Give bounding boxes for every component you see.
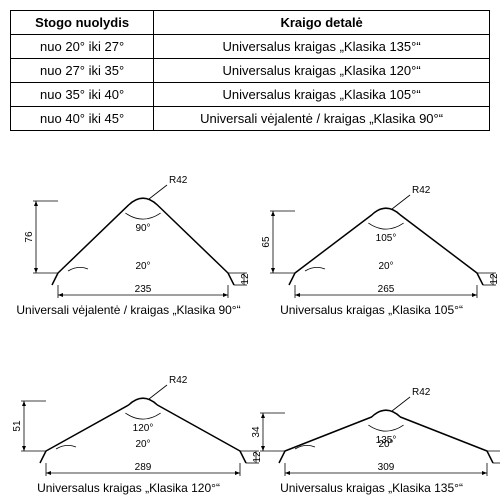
flange-angle-arc xyxy=(305,267,325,271)
flange-angle-label: 20° xyxy=(378,261,393,272)
flange-angle-arc xyxy=(56,445,76,449)
width-label: 289 xyxy=(134,462,151,473)
table-cell: nuo 40° iki 45° xyxy=(11,107,154,131)
svg-wrap: 90° 20° R42 235 76 12 xyxy=(10,161,247,301)
table-cell: Universalus kraigas „Klasika 135°“ xyxy=(154,35,490,59)
flange-angle-label: 20° xyxy=(135,439,150,450)
diagram-cell: 105° 20° R42 265 65 12 Universalus kraig… xyxy=(253,145,490,317)
apex-angle-label: 120° xyxy=(132,423,153,434)
radius-leader xyxy=(392,195,410,209)
apex-angle-label: 90° xyxy=(135,223,150,234)
ridge-diagram: 90° 20° R42 235 76 12 xyxy=(13,161,245,301)
ridge-diagram: 135° 20° R42 309 34 12 xyxy=(256,339,488,479)
apex-angle-arc xyxy=(125,413,160,419)
height-label: 65 xyxy=(261,236,272,248)
diagram-grid: 90° 20° R42 235 76 12 Universali vėjalen… xyxy=(10,145,490,495)
table-cell: nuo 27° iki 35° xyxy=(11,59,154,83)
width-label: 265 xyxy=(377,284,394,295)
table-row: nuo 20° iki 27°Universalus kraigas „Klas… xyxy=(11,35,490,59)
table-cell: Universalus kraigas „Klasika 120°“ xyxy=(154,59,490,83)
apex-angle-arc xyxy=(125,213,160,219)
radius-label: R42 xyxy=(412,387,431,398)
table-cell: nuo 35° iki 40° xyxy=(11,83,154,107)
radius-leader xyxy=(149,385,167,399)
height-label: 34 xyxy=(251,426,262,438)
height-label: 76 xyxy=(24,231,35,243)
apex-angle-arc xyxy=(368,425,403,431)
diagram-cell: 135° 20° R42 309 34 12 Universalus kraig… xyxy=(253,323,490,495)
diagram-caption: Universalus kraigas „Klasika 120°“ xyxy=(37,481,220,495)
radius-label: R42 xyxy=(412,185,431,196)
table-cell: nuo 20° iki 27° xyxy=(11,35,154,59)
table-cell: Universalus kraigas „Klasika 105°“ xyxy=(154,83,490,107)
width-label: 235 xyxy=(134,284,151,295)
flange-height-label: 12 xyxy=(240,273,251,285)
table-row: nuo 40° iki 45°Universali vėjalentė / kr… xyxy=(11,107,490,131)
radius-leader xyxy=(392,397,410,411)
radius-leader xyxy=(149,185,167,199)
th-detail: Kraigo detalė xyxy=(154,11,490,35)
diagram-caption: Universali vėjalentė / kraigas „Klasika … xyxy=(16,303,240,317)
table-cell: Universali vėjalentė / kraigas „Klasika … xyxy=(154,107,490,131)
height-label: 51 xyxy=(12,420,23,432)
flange-angle-label: 20° xyxy=(135,261,150,272)
diagram-caption: Universalus kraigas „Klasika 135°“ xyxy=(280,481,463,495)
apex-angle-arc xyxy=(368,223,403,229)
svg-wrap: 120° 20° R42 289 51 12 xyxy=(10,339,247,479)
ridge-diagram: 105° 20° R42 265 65 12 xyxy=(256,161,488,301)
th-slope: Stogo nuolydis xyxy=(11,11,154,35)
ridge-diagram: 120° 20° R42 289 51 12 xyxy=(13,339,245,479)
diagram-caption: Universalus kraigas „Klasika 105°“ xyxy=(280,303,463,317)
svg-wrap: 135° 20° R42 309 34 12 xyxy=(253,339,490,479)
diagram-cell: 90° 20° R42 235 76 12 Universali vėjalen… xyxy=(10,145,247,317)
profile-outline xyxy=(289,208,483,285)
flange-angle-label: 20° xyxy=(378,439,393,450)
diagram-cell: 120° 20° R42 289 51 12 Universalus kraig… xyxy=(10,323,247,495)
svg-wrap: 105° 20° R42 265 65 12 xyxy=(253,161,490,301)
table-row: nuo 35° iki 40°Universalus kraigas „Klas… xyxy=(11,83,490,107)
width-label: 309 xyxy=(377,462,394,473)
slope-table: Stogo nuolydis Kraigo detalė nuo 20° iki… xyxy=(10,10,490,131)
apex-angle-label: 105° xyxy=(375,233,396,244)
radius-label: R42 xyxy=(169,175,188,186)
table-row: nuo 27° iki 35°Universalus kraigas „Klas… xyxy=(11,59,490,83)
radius-label: R42 xyxy=(169,375,188,386)
flange-angle-arc xyxy=(68,267,88,271)
flange-height-label: 12 xyxy=(489,273,500,285)
